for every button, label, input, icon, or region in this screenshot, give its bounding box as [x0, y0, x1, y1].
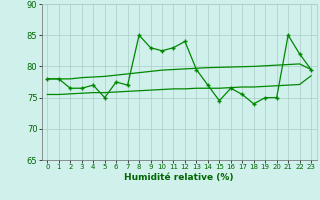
- X-axis label: Humidité relative (%): Humidité relative (%): [124, 173, 234, 182]
